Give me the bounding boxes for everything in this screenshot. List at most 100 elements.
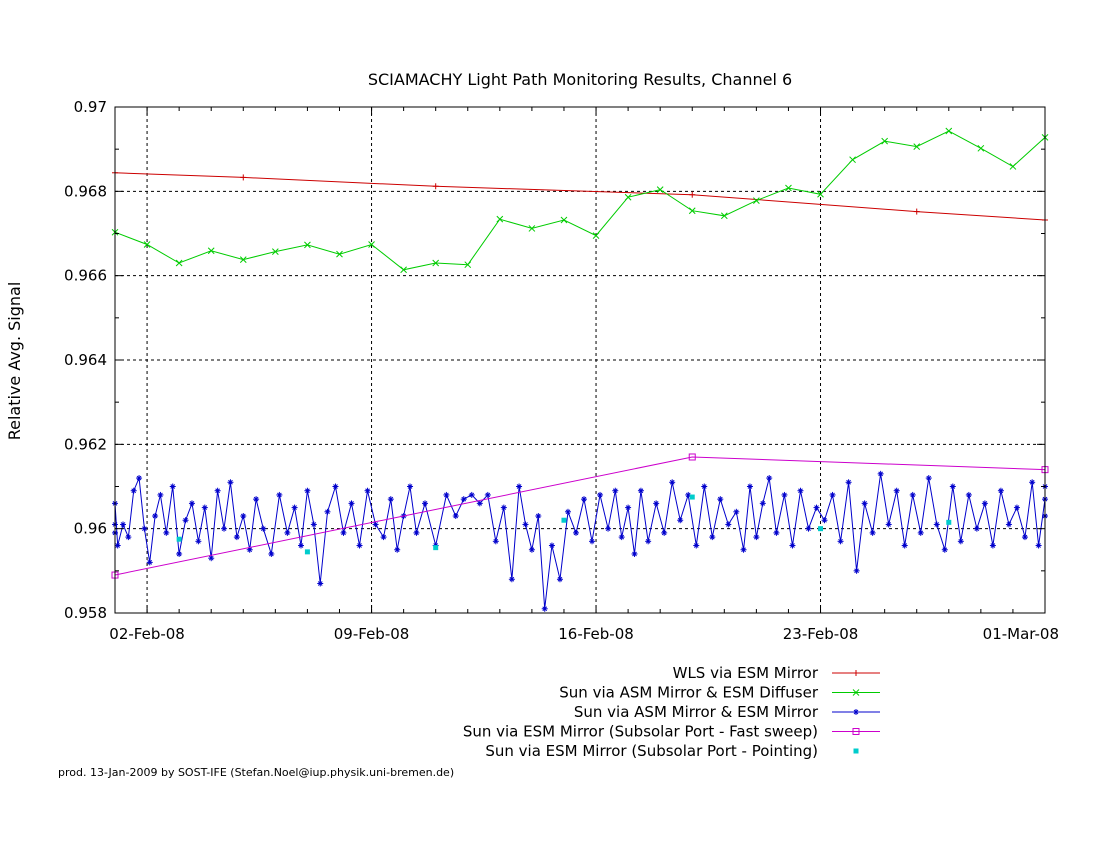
data-point — [656, 186, 664, 194]
data-point — [143, 241, 151, 248]
data-point — [618, 534, 625, 541]
y-tick-label: 0.96 — [74, 520, 107, 538]
data-point — [949, 483, 956, 490]
legend-entry: Sun via ASM Mirror & ESM Mirror — [574, 703, 880, 721]
data-point — [689, 191, 696, 198]
data-point — [564, 508, 571, 515]
legend-label: Sun via ESM Mirror (Subsolar Port - Poin… — [485, 742, 818, 760]
series-line — [114, 473, 1046, 609]
grid — [115, 107, 1045, 613]
data-point — [817, 190, 824, 198]
data-point — [605, 525, 612, 532]
data-point — [548, 542, 555, 549]
data-point — [207, 247, 215, 255]
data-point — [188, 500, 195, 507]
data-point — [733, 508, 740, 515]
data-point — [432, 259, 440, 267]
data-point — [821, 517, 828, 524]
data-point — [677, 517, 684, 524]
legend-swatch-marker — [852, 728, 860, 735]
legend-swatch-marker — [853, 670, 859, 676]
data-point — [556, 576, 563, 583]
chart-title: SCIAMACHY Light Path Monitoring Results,… — [368, 70, 792, 89]
data-point — [114, 542, 121, 549]
data-point — [946, 519, 952, 525]
data-point — [214, 487, 221, 494]
data-point — [535, 513, 542, 520]
data-point — [877, 470, 884, 477]
data-point — [528, 546, 535, 553]
data-point — [781, 491, 788, 498]
data-point — [689, 494, 695, 500]
data-point — [625, 504, 632, 511]
x-tick-label: 23-Feb-08 — [783, 625, 859, 643]
data-point — [746, 483, 753, 490]
data-point — [163, 529, 170, 536]
data-point — [849, 156, 856, 164]
x-tick-label: 02-Feb-08 — [109, 625, 185, 643]
data-point — [422, 500, 428, 507]
data-point — [136, 475, 143, 482]
data-point — [785, 184, 792, 192]
data-point — [233, 534, 240, 541]
data-point — [304, 549, 310, 555]
data-point — [869, 529, 876, 536]
data-point — [130, 487, 137, 494]
data-point — [653, 500, 660, 507]
data-point — [624, 193, 632, 201]
data-point — [413, 529, 420, 536]
y-tick-label: 0.962 — [64, 435, 107, 453]
footer-credit: prod. 13-Jan-2009 by SOST-IFE (Stefan.No… — [58, 766, 454, 779]
data-point — [484, 491, 491, 498]
data-point — [508, 576, 515, 583]
data-point — [125, 534, 132, 541]
y-tick-label: 0.958 — [64, 604, 107, 622]
data-point — [372, 521, 379, 528]
legend-entry: WLS via ESM Mirror — [673, 664, 880, 682]
data-point — [304, 241, 311, 249]
data-point — [516, 483, 523, 490]
data-point — [766, 475, 773, 482]
data-point — [572, 529, 579, 536]
data-point — [693, 542, 700, 549]
data-point — [773, 529, 780, 536]
data-point — [957, 538, 964, 545]
data-point — [208, 555, 215, 562]
data-point — [541, 605, 548, 612]
data-point — [701, 483, 708, 490]
data-point — [612, 487, 619, 494]
data-point — [759, 500, 766, 507]
data-point — [913, 143, 921, 150]
data-point — [152, 513, 159, 520]
legend-swatch-marker — [852, 689, 860, 696]
legend-swatch-marker — [853, 709, 859, 715]
data-point — [239, 256, 247, 263]
data-point — [464, 261, 472, 269]
data-point — [1029, 479, 1036, 486]
legend-swatch-marker — [853, 748, 859, 754]
data-point — [141, 525, 148, 532]
data-point — [227, 479, 234, 486]
legend-entry: Sun via ESM Mirror (Subsolar Port - Poin… — [485, 742, 859, 760]
data-point — [805, 525, 812, 532]
data-point — [560, 216, 568, 224]
data-point — [885, 521, 892, 528]
y-tick-label: 0.968 — [64, 182, 107, 200]
series-4 — [176, 494, 952, 555]
data-point — [120, 521, 127, 528]
data-point — [443, 491, 450, 498]
data-point — [317, 580, 324, 587]
data-point — [925, 475, 932, 482]
data-point — [260, 525, 267, 532]
data-point — [356, 542, 363, 549]
data-point — [909, 491, 916, 498]
x-tick-label: 01-Mar-08 — [983, 625, 1059, 643]
data-point — [175, 259, 183, 267]
legend-label: Sun via ASM Mirror & ESM Diffuser — [559, 684, 819, 702]
y-tick-label: 0.97 — [74, 98, 107, 116]
data-point — [364, 487, 371, 494]
data-point — [561, 517, 567, 523]
data-point — [913, 208, 920, 215]
legend-label: Sun via ASM Mirror & ESM Mirror — [574, 703, 819, 721]
